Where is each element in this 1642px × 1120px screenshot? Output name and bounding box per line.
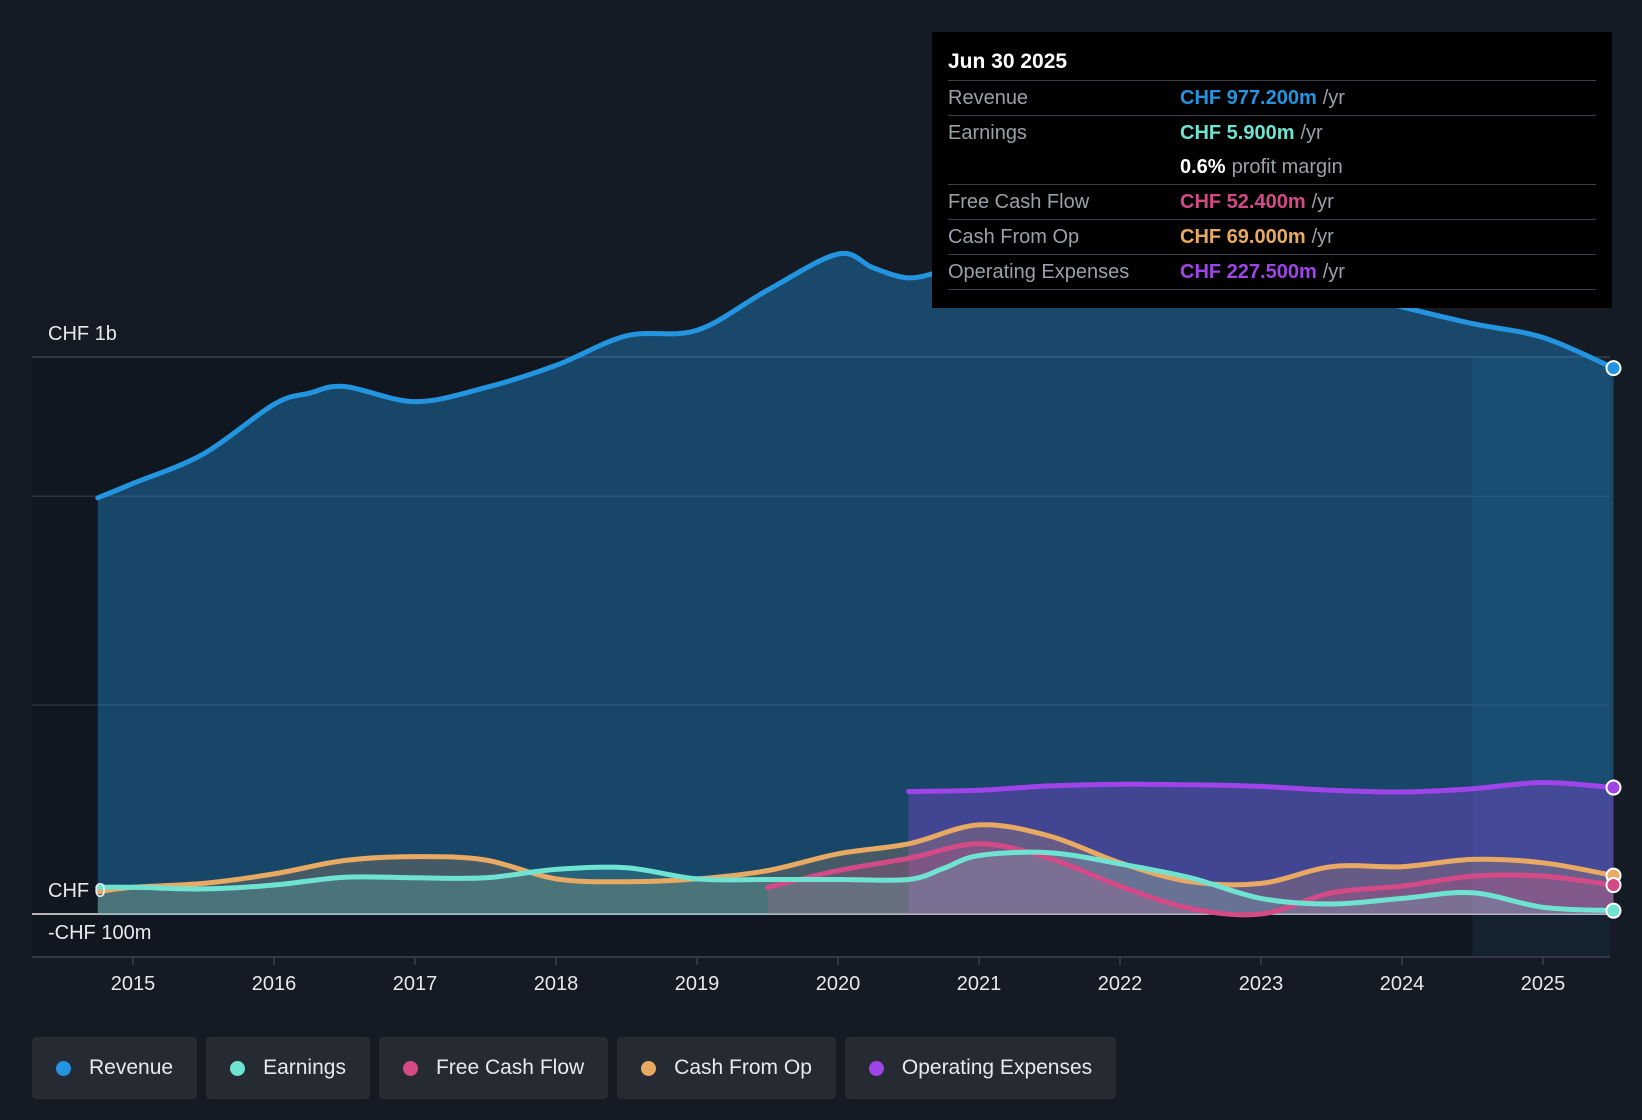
legend-label: Revenue (89, 1056, 174, 1079)
tooltip-row-label: Cash From Op (948, 225, 1080, 248)
tooltip-row-label: Revenue (948, 86, 1029, 109)
tooltip-row-unit: profit margin (1231, 155, 1343, 178)
legend-label: Free Cash Flow (435, 1056, 585, 1079)
x-tick-label: 2024 (1380, 973, 1425, 995)
x-tick-label: 2022 (1098, 973, 1143, 995)
tooltip-row-value: 0.6% (1180, 155, 1226, 178)
legend-dot-icon (56, 1060, 71, 1076)
legend-dot-icon (230, 1060, 246, 1076)
tooltip-row-unit: /yr (1300, 121, 1323, 144)
tooltip-row-unit: /yr (1322, 260, 1345, 283)
y-axis-label-top: CHF 1b (48, 323, 117, 345)
cash-from-op-line (95, 822, 1616, 895)
operating-expenses-end-dot[interactable] (1605, 779, 1622, 796)
legend-dot-icon (641, 1060, 657, 1076)
tooltip-row-value: CHF 227.500m (1180, 260, 1317, 283)
legend-dot-icon (402, 1060, 418, 1076)
x-axis-ticks: 2015 2016 2017 2018 2019 2020 2021 2022 2023 2024… (111, 957, 1566, 995)
x-tick-label: 2018 (534, 973, 579, 995)
tooltip-row-unit: /yr (1311, 190, 1334, 213)
tooltip-row-value: CHF 69.000m (1180, 225, 1306, 248)
tooltip-row: Operating Expenses CHF 227.500m/yr (948, 255, 1596, 290)
tooltip-row-value: CHF 5.900m (1180, 121, 1295, 144)
tooltip-panel: Jun 30 2025 Revenue CHF 977.200m/yr Earnin… (932, 32, 1612, 308)
legend-item-revenue[interactable]: Revenue (32, 1037, 198, 1099)
tooltip-rows: Revenue CHF 977.200m/yr Earnings CHF 5.900m… (948, 81, 1596, 290)
tooltip-row-label: Free Cash Flow (948, 190, 1090, 213)
legend-item-earnings[interactable]: Earnings (206, 1037, 370, 1099)
tooltip-row-value: CHF 977.200m (1180, 86, 1317, 109)
free-cash-flow-end-dot[interactable] (1605, 877, 1622, 894)
x-tick-label: 2015 (111, 973, 156, 995)
x-tick-label: 2020 (816, 973, 861, 995)
tooltip-row: Earnings CHF 5.900m/yr (948, 116, 1596, 150)
revenue-area (97, 220, 1614, 915)
tooltip-row-label: Operating Expenses (948, 260, 1130, 283)
x-tick-label: 2019 (675, 973, 720, 995)
tooltip-date: Jun 30 2025 (948, 46, 1596, 81)
tooltip-row-unit: /yr (1322, 86, 1345, 109)
tooltip-row: Revenue CHF 977.200m/yr (948, 81, 1596, 116)
legend-item-operating-expenses[interactable]: Operating Expenses (844, 1037, 1117, 1099)
tooltip-row-value: CHF 52.400m (1180, 190, 1306, 213)
legend-item-cash-from-op[interactable]: Cash From Op (617, 1037, 836, 1099)
earnings-end-dot[interactable] (1605, 902, 1622, 919)
legend-label: Cash From Op (674, 1056, 812, 1079)
legend-label: Earnings (263, 1056, 346, 1079)
revenue-end-dot[interactable] (1605, 360, 1622, 377)
y-axis-label-bottom: -CHF 100m (48, 922, 151, 944)
legend-label: Operating Expenses (901, 1056, 1093, 1079)
chart-areas (97, 220, 1614, 915)
x-tick-label: 2017 (393, 973, 438, 995)
x-tick-label: 2025 (1521, 973, 1566, 995)
tooltip-row: 0.6% profit margin (948, 150, 1596, 185)
x-tick-label: 2021 (957, 973, 1002, 995)
y-axis-label-zero: CHF 0 (48, 880, 106, 902)
x-tick-label: 2023 (1239, 973, 1284, 995)
operating-expenses-line (906, 779, 1616, 795)
earnings-area (97, 852, 1614, 914)
legend-item-free-cash-flow[interactable]: Free Cash Flow (378, 1037, 609, 1099)
free-cash-flow-line (765, 841, 1616, 918)
legend: Revenue Earnings Free Cash Flow Cash From O… (32, 1037, 1117, 1099)
earnings-line (95, 849, 1616, 914)
x-tick-label: 2016 (252, 973, 297, 995)
legend-dot-icon (868, 1060, 884, 1076)
tooltip-row-unit: /yr (1311, 225, 1334, 248)
tooltip-row: Free Cash Flow CHF 52.400m/yr (948, 185, 1596, 220)
tooltip-row-label: Earnings (948, 121, 1027, 144)
chart-end-dots (1605, 360, 1622, 919)
tooltip-row: Cash From Op CHF 69.000m/yr (948, 220, 1596, 255)
